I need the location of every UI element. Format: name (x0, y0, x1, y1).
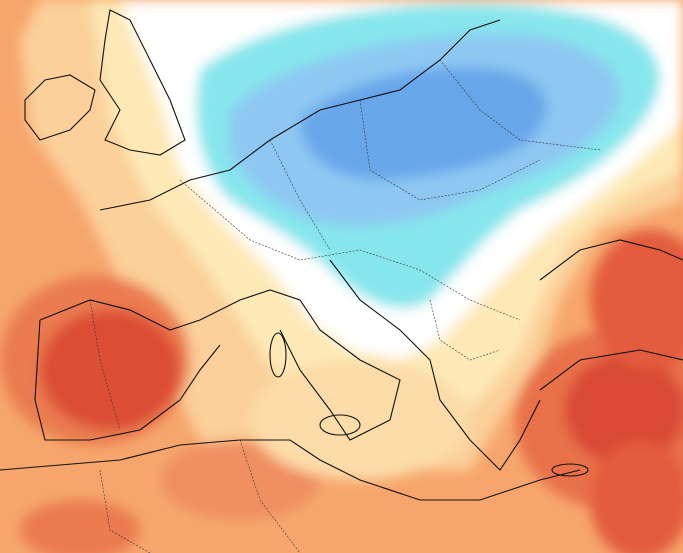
ireland-coast (24, 74, 96, 141)
south-coast (39, 289, 401, 441)
north-coast (99, 19, 501, 211)
sicily-coast (319, 414, 361, 436)
iberia-coast (34, 319, 221, 441)
africa-coast (0, 439, 581, 501)
coastlines (0, 9, 683, 501)
borders (89, 59, 601, 553)
britain-coast (99, 9, 186, 156)
balkan-coast (329, 259, 541, 471)
anatolia-coast (539, 349, 683, 391)
iberia-hot-zone (40, 310, 180, 430)
border-line (89, 299, 121, 431)
blue-zone (300, 67, 547, 181)
border-line (99, 469, 151, 553)
border-line (439, 59, 601, 151)
black-sea-coast (539, 239, 683, 281)
border-line (179, 179, 521, 321)
levant-hot-zone (590, 440, 683, 553)
turkey-hot-zone (565, 355, 683, 465)
black-sea-hot-zone (590, 230, 683, 370)
border-line (239, 439, 301, 553)
sardinia-coast (269, 332, 287, 378)
border-line (269, 139, 331, 251)
mediterranean-pale-zone (250, 360, 470, 480)
morocco-warm-zone (20, 500, 140, 553)
border-line (359, 99, 541, 201)
cyprus-coast (551, 463, 589, 477)
